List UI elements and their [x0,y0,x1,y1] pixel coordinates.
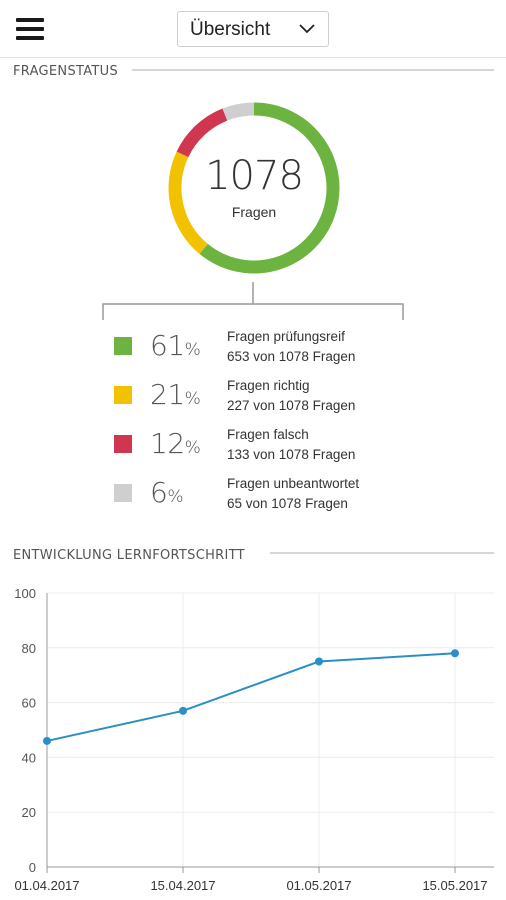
legend-percent: 12% [150,427,201,460]
legend-label: Fragen unbeantwortet [227,476,360,491]
legend-percent: 61% [150,329,201,362]
y-tick-label: 0 [29,860,36,875]
legend-item-pruefungsreif: 61% Fragen prüfungsreif 653 von 1078 Fra… [114,326,454,370]
legend-text: Fragen prüfungsreif 653 von 1078 Fragen [227,327,355,367]
x-tick-label: 15.04.2017 [150,878,215,893]
donut-segment-0 [199,102,340,274]
y-tick-label: 80 [22,641,36,656]
legend-label: Fragen falsch [227,427,309,442]
legend-percent: 6% [150,476,183,509]
legend-swatch-green [114,337,132,355]
data-point [451,649,459,658]
legend-label: Fragen prüfungsreif [227,329,345,344]
data-point [179,706,187,715]
legend-detail: 133 von 1078 Fragen [227,447,356,462]
donut-segment-1 [168,151,208,254]
legend-detail: 227 von 1078 Fragen [227,398,356,413]
status-donut-chart [168,102,340,274]
top-bar: Übersicht [0,0,506,58]
legend-text: Fragen unbeantwortet 65 von 1078 Fragen [227,474,359,514]
legend-item-falsch: 12% Fragen falsch 133 von 1078 Fragen [114,424,454,468]
chevron-down-icon [299,24,315,34]
section-title-entwicklung: ENTWICKLUNG LERNFORTSCHRITT [13,548,245,563]
x-tick-label: 01.05.2017 [286,878,351,893]
data-point [43,736,51,745]
legend-swatch-grey [114,484,132,502]
section-title-fragenstatus: FRAGENSTATUS [13,64,119,79]
y-tick-label: 20 [22,805,36,820]
series-line-0 [46,652,456,742]
legend-detail: 65 von 1078 Fragen [227,496,348,511]
y-tick-label: 100 [14,586,36,601]
legend-swatch-red [114,435,132,453]
section-divider [270,552,494,554]
legend-swatch-yellow [114,386,132,404]
x-tick-label: 01.04.2017 [14,878,79,893]
learning-progress-line-chart: 0 20 40 60 80 100 01.04.2017 15.04.2017 01.05.20… [14,586,494,893]
view-select-dropdown[interactable]: Übersicht [177,11,329,47]
donut-segment-3 [222,102,255,121]
total-questions-label: Fragen [231,204,277,220]
section-divider [132,69,494,71]
view-select-value: Übersicht [190,19,271,40]
y-tick-label: 40 [22,750,36,765]
x-tick-label: 15.05.2017 [422,878,487,893]
legend-item-unbeantwortet: 6% Fragen unbeantwortet 65 von 1078 Frag… [114,473,454,517]
legend-text: Fragen falsch 133 von 1078 Fragen [227,425,355,465]
legend-percent: 21% [150,378,201,411]
legend-bracket [102,282,404,320]
legend-item-richtig: 21% Fragen richtig 227 von 1078 Fragen [114,375,454,419]
donut-segment-2 [176,108,228,158]
legend-detail: 653 von 1078 Fragen [227,349,356,364]
donut-center: 1078 Fragen [164,98,344,278]
legend-text: Fragen richtig 227 von 1078 Fragen [227,376,355,416]
data-point [315,657,323,666]
legend-label: Fragen richtig [227,378,310,393]
hamburger-menu-icon[interactable] [16,18,44,40]
y-tick-label: 60 [22,696,36,711]
total-questions-count: 1078 [205,153,304,199]
